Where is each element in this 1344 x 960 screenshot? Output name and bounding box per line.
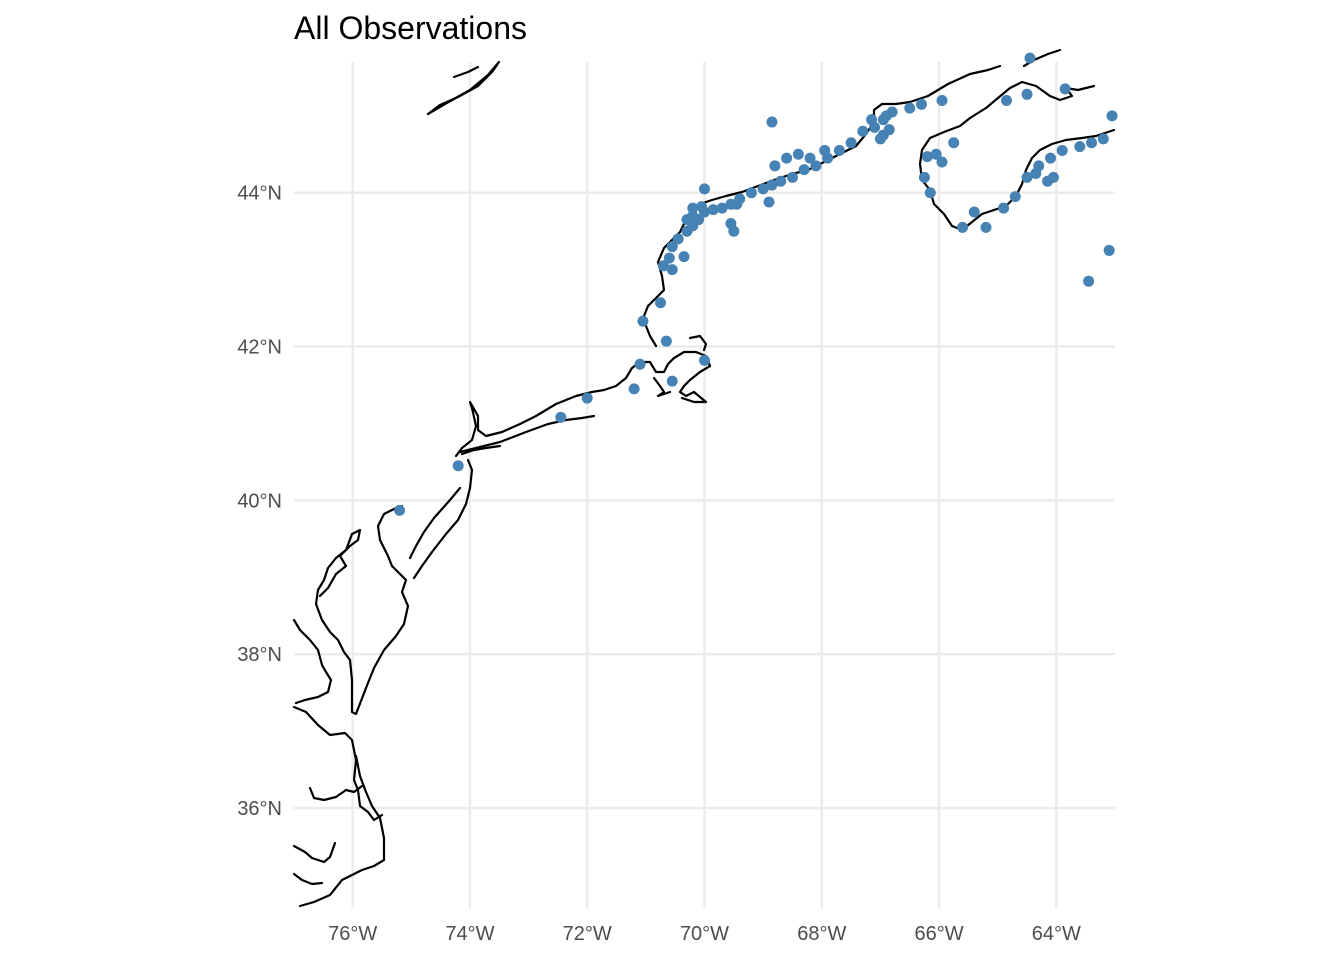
observation-point (874, 133, 886, 145)
x-tick-label: 66°W (915, 923, 964, 945)
observation-point (757, 183, 769, 195)
observation-point (866, 114, 878, 126)
observation-point (728, 225, 740, 237)
y-tick-label: 40°N (237, 490, 282, 512)
observation-point (1086, 137, 1098, 149)
x-tick-label: 74°W (445, 923, 494, 945)
observation-point (696, 201, 708, 213)
observation-point (1106, 110, 1118, 122)
observation-point (792, 148, 804, 160)
observation-point (1044, 152, 1056, 164)
y-tick-label: 44°N (237, 183, 282, 205)
observation-point (883, 124, 895, 136)
observation-point (699, 183, 710, 195)
y-tick-label: 36°N (237, 798, 282, 820)
observation-point (1001, 94, 1013, 106)
observation-point (1074, 141, 1086, 153)
observation-point (555, 411, 567, 423)
observation-point (980, 221, 992, 233)
observation-point (766, 116, 778, 128)
observation-point (915, 98, 927, 110)
observation-point (666, 241, 678, 253)
observation-point (707, 204, 719, 216)
observation-point (957, 221, 969, 233)
observation-point (1009, 191, 1021, 203)
observation-point (819, 144, 831, 156)
observation-point (921, 151, 933, 163)
observation-point (687, 202, 699, 214)
observation-point (745, 187, 757, 199)
y-tick-label: 42°N (237, 337, 282, 359)
observation-point (657, 260, 669, 272)
observation-point (804, 152, 816, 164)
observation-points (394, 52, 1118, 516)
observation-point (637, 315, 649, 327)
observation-point (948, 137, 960, 149)
observation-point (1059, 83, 1071, 95)
observation-point (936, 94, 948, 106)
observation-point (1024, 52, 1036, 64)
observation-point (452, 460, 464, 472)
observation-point (798, 164, 810, 176)
observation-point (1056, 144, 1068, 156)
observation-point (781, 152, 793, 164)
observation-point (699, 354, 710, 366)
observation-point (763, 196, 775, 208)
observation-point (678, 251, 690, 263)
x-tick-label: 76°W (328, 923, 377, 945)
observation-point (766, 179, 778, 191)
observation-point (663, 252, 675, 264)
x-tick-label: 72°W (563, 923, 612, 945)
observation-point (1030, 168, 1042, 180)
observation-point (904, 102, 916, 114)
chart-title: All Observations (294, 10, 527, 46)
observation-point (666, 375, 678, 387)
observation-point (786, 171, 798, 183)
observation-point (924, 187, 936, 199)
x-axis-ticks: 76°W 74°W 72°W 70°W 68°W 66°W 64°W (328, 923, 1081, 945)
observation-point (810, 160, 822, 172)
observation-point (930, 148, 942, 160)
observation-point (581, 392, 593, 404)
observation-point (1083, 275, 1095, 287)
observation-point (880, 110, 892, 122)
observation-point (394, 504, 406, 516)
observation-point (731, 198, 743, 210)
observation-point (660, 335, 672, 347)
x-tick-label: 64°W (1032, 923, 1081, 945)
observation-point (1021, 88, 1033, 100)
observation-point (681, 214, 693, 226)
observation-point (628, 383, 640, 395)
observation-point (1103, 244, 1115, 256)
observation-point (716, 202, 728, 214)
observation-point (634, 358, 646, 370)
observation-point (1097, 133, 1109, 145)
observation-point (918, 171, 930, 183)
observation-point (775, 175, 787, 187)
observation-point (1021, 171, 1033, 183)
y-axis-ticks: 36°N 38°N 40°N 42°N 44°N (237, 183, 282, 820)
observation-point (968, 206, 980, 218)
observation-point (998, 202, 1010, 214)
observation-point (672, 233, 684, 245)
y-tick-label: 38°N (237, 644, 282, 666)
x-tick-label: 68°W (797, 923, 846, 945)
observation-point (666, 264, 678, 276)
observation-point (857, 125, 869, 137)
x-tick-label: 70°W (680, 923, 729, 945)
observation-point (845, 137, 857, 149)
observation-point (655, 297, 667, 309)
observation-point (1047, 171, 1059, 183)
observation-point (936, 156, 948, 168)
observation-point (769, 160, 781, 172)
observation-point (833, 144, 845, 156)
